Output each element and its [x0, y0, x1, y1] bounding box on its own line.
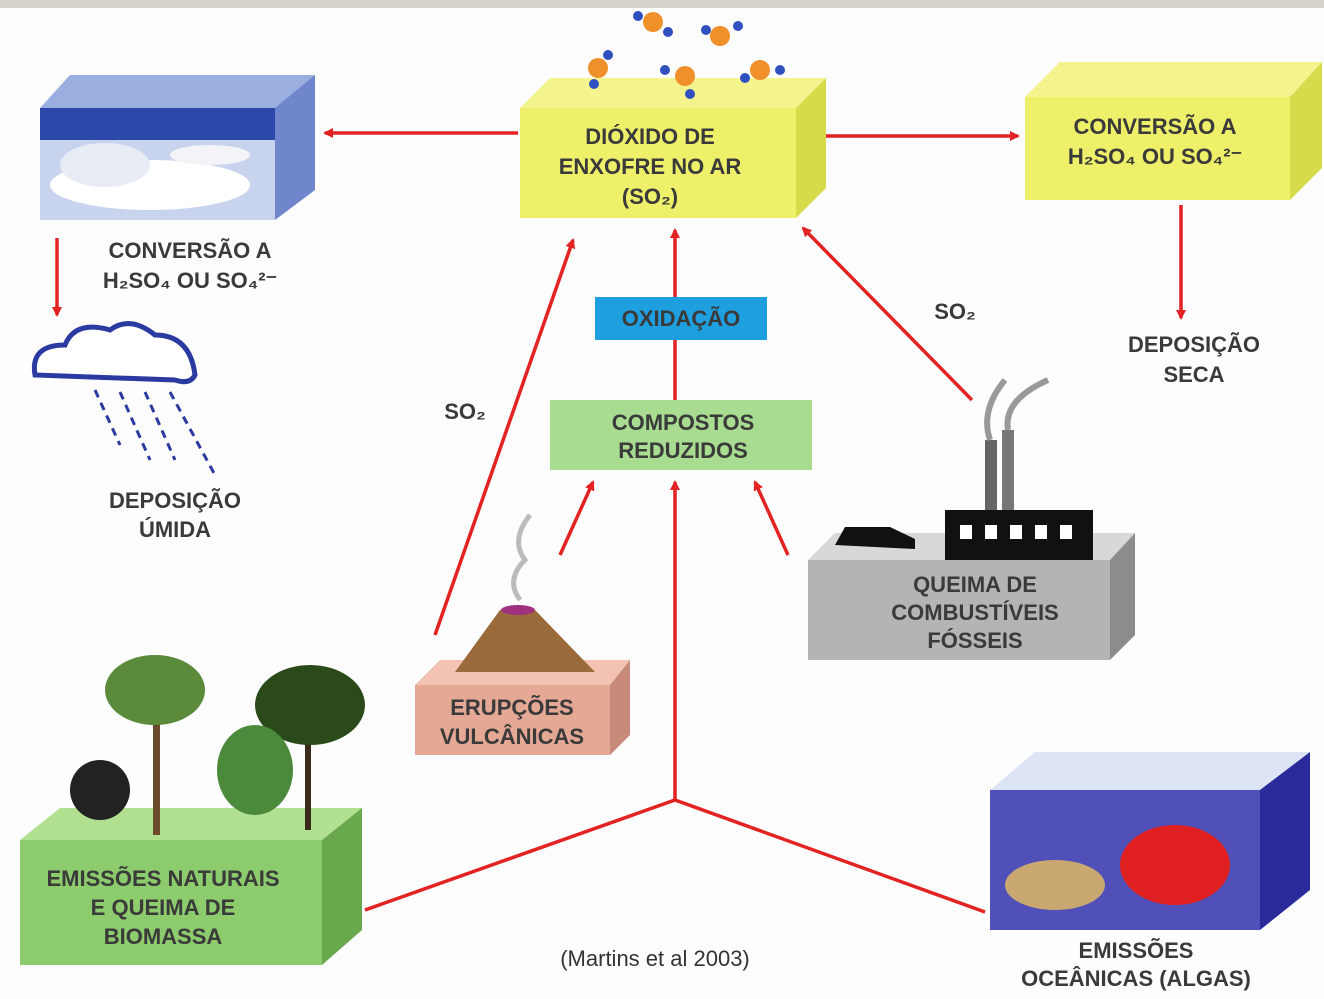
node-label: COMPOSTOS: [612, 410, 755, 435]
node-label: (SO₂): [622, 184, 678, 209]
node-label: FÓSSEIS: [927, 628, 1022, 653]
node-label: EMISSÕES: [1079, 938, 1194, 963]
node-label: SECA: [1163, 362, 1224, 387]
node-label: H₂SO₄ OU SO₄²⁻: [1068, 144, 1242, 169]
node-label: DIÓXIDO DE: [585, 124, 715, 149]
node-label: CONVERSÃO A: [1074, 114, 1237, 139]
node-label: CONVERSÃO A: [109, 238, 272, 263]
edge-label: SO₂: [934, 299, 976, 324]
node-label: ERUPÇÕES: [450, 695, 573, 720]
diagram: DIÓXIDO DE ENXOFRE NO AR (SO₂) CONVERSÃO…: [0, 0, 1324, 999]
top-border: [0, 0, 1324, 8]
node-label: REDUZIDOS: [618, 438, 748, 463]
page: DIÓXIDO DE ENXOFRE NO AR (SO₂) CONVERSÃO…: [0, 0, 1324, 999]
node-label: OXIDAÇÃO: [622, 306, 741, 331]
node-label: QUEIMA DE: [913, 572, 1037, 597]
edge-label: SO₂: [444, 399, 486, 424]
cloud-box: [40, 75, 315, 220]
node-label: BIOMASSA: [104, 924, 223, 949]
node-label: ÚMIDA: [139, 517, 211, 542]
node-label: OCEÂNICAS (ALGAS): [1021, 966, 1251, 991]
node-label: COMBUSTÍVEIS: [891, 600, 1058, 625]
node-label: VULCÂNICAS: [440, 724, 584, 749]
node-label: E QUEIMA DE: [91, 895, 236, 920]
node-label: H₂SO₄ OU SO₄²⁻: [103, 268, 277, 293]
node-label: DEPOSIÇÃO: [1128, 332, 1260, 357]
source-note: (Martins et al 2003): [560, 946, 750, 971]
node-label: DEPOSIÇÃO: [109, 488, 241, 513]
ocean-box: [990, 752, 1310, 930]
node-label: ENXOFRE NO AR: [559, 154, 742, 179]
node-label: EMISSÕES NATURAIS: [46, 866, 279, 891]
